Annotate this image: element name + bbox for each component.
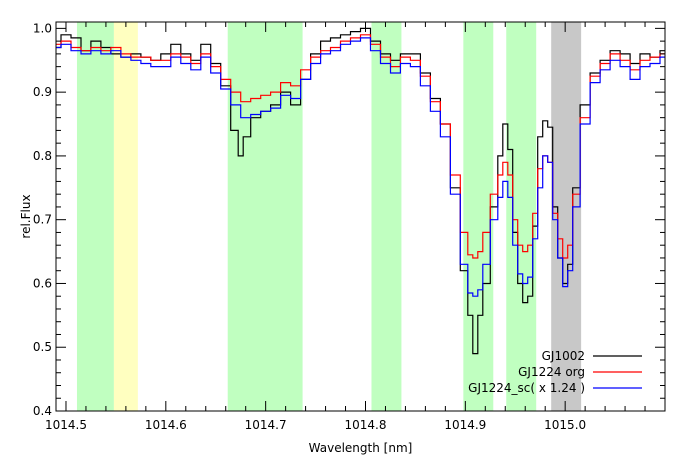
y-tick-label: 1.0: [33, 21, 52, 35]
axes: [55, 21, 666, 412]
band-1: [113, 22, 138, 411]
legend-label: GJ1002: [542, 349, 585, 363]
x-tick-label: 1014.8: [344, 418, 386, 432]
x-tick-label: 1015.0: [544, 418, 586, 432]
y-tick-label: 0.9: [33, 85, 52, 99]
legend: GJ1002 GJ1224 org GJ1224_sc( x 1.24 ): [468, 349, 642, 395]
y-tick-label: 0.6: [33, 276, 52, 290]
band-5: [506, 22, 537, 411]
x-axis-label: Wavelength [nm]: [309, 441, 413, 455]
band-2: [227, 22, 303, 411]
plot-frame: [55, 21, 666, 412]
x-tick-label: 1014.6: [145, 418, 187, 432]
band-6: [551, 22, 582, 411]
series-line-1: [56, 34, 665, 259]
legend-label: GJ1224 org: [518, 365, 585, 379]
y-tick-label: 0.8: [33, 149, 52, 163]
series-line-2: [56, 37, 665, 297]
y-tick-label: 0.4: [33, 404, 52, 418]
y-axis-label: rel.Flux: [19, 194, 33, 238]
x-tick-label: 1014.9: [444, 418, 486, 432]
flux-series: [56, 27, 665, 355]
x-tick-label: 1014.5: [45, 418, 87, 432]
y-tick-label: 0.5: [33, 340, 52, 354]
band-3: [371, 22, 402, 411]
y-tick-label: 0.7: [33, 213, 52, 227]
band-0: [76, 22, 114, 411]
legend-label: GJ1224_sc( x 1.24 ): [468, 381, 585, 395]
x-tick-label: 1014.7: [245, 418, 287, 432]
wavelength-bands: [76, 22, 582, 411]
axis-ticks: 1014.5 1014.6 1014.7 1014.8 1014.9 1015.0 0.4 0…: [33, 21, 666, 432]
